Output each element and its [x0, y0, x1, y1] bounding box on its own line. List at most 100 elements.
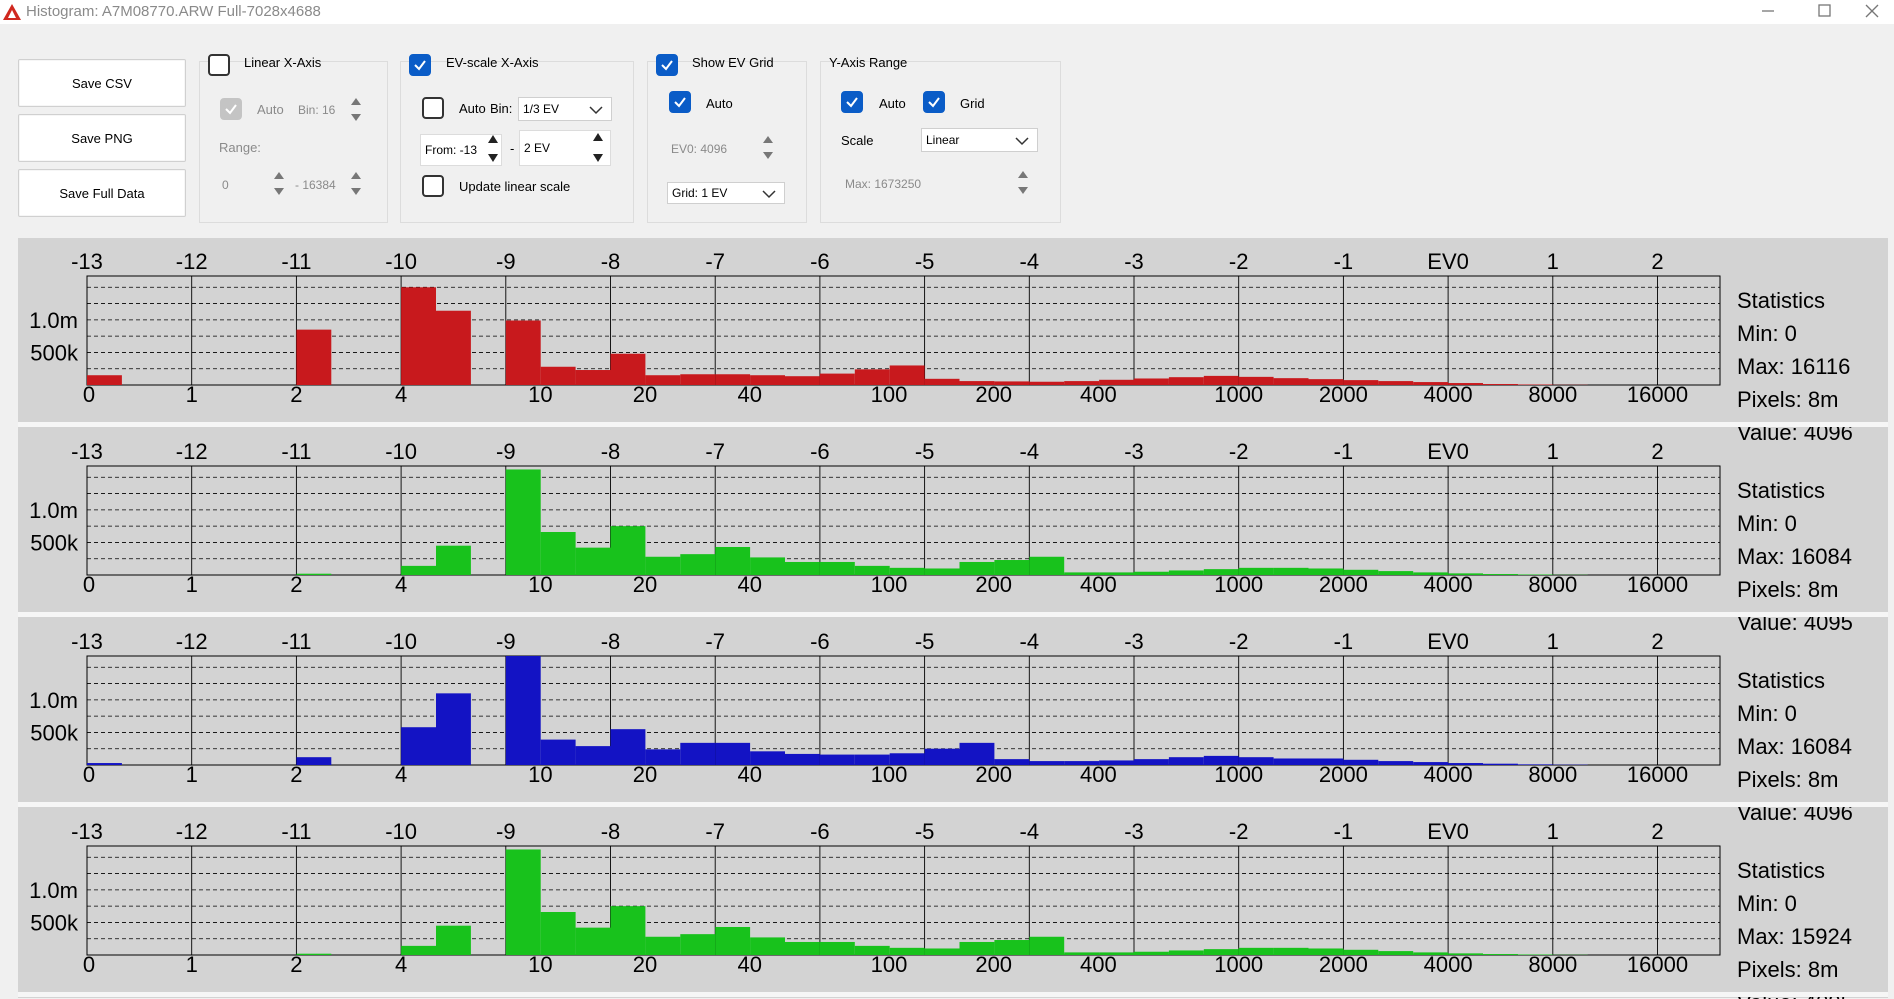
- ev-grid-auto-checkbox[interactable]: [669, 91, 691, 113]
- y-tick-label: 1.0m: [29, 498, 78, 523]
- linear-tick-label: 1: [186, 572, 198, 597]
- ev-tick-label: -2: [1229, 249, 1249, 274]
- ev-tick-label: EV0: [1427, 629, 1469, 654]
- ev-tick-label: -12: [176, 439, 208, 464]
- histogram-bar: [575, 927, 611, 955]
- histogram-panel-green: -13 -12 -11 -10 -9 -8 -7 -6 -5 -4 -3 -2 -1 EV0 1 20 1 2 4 1…: [18, 439, 1888, 635]
- histogram-bar: [575, 370, 611, 385]
- ev-from-spinner[interactable]: [485, 132, 501, 162]
- histogram-bar: [1134, 759, 1169, 765]
- histogram-panel-blue: -13 -12 -11 -10 -9 -8 -7 -6 -5 -4 -3 -2 -1 EV0 1 20 1 2 4 1…: [18, 629, 1888, 825]
- panel-separator: [18, 612, 1888, 617]
- ev-auto-checkbox[interactable]: [422, 97, 444, 119]
- histogram-bar: [1413, 572, 1449, 575]
- y-axis-auto-checkbox[interactable]: [841, 91, 863, 113]
- ev-tick-label: -4: [1020, 439, 1040, 464]
- histogram-bar: [924, 948, 960, 955]
- histogram-bar: [610, 526, 646, 575]
- histogram-bar: [1308, 568, 1344, 575]
- save-csv-button[interactable]: Save CSV: [18, 59, 186, 107]
- histogram-bar: [1448, 383, 1483, 385]
- histogram-bar: [1378, 761, 1414, 765]
- y-axis-scale-dropdown[interactable]: Linear: [921, 128, 1038, 152]
- histogram-panel-red: -13 -12 -11 -10 -9 -8 -7 -6 -5 -4 -3 -2 -1 EV0 1 20 1 2 4 1…: [18, 249, 1888, 445]
- linear-tick-label: 2000: [1319, 382, 1368, 407]
- linear-tick-label: 200: [975, 382, 1012, 407]
- histogram-bar: [1483, 384, 1518, 385]
- y-axis-grid-label: Grid: [960, 96, 985, 111]
- histogram-bar: [1064, 761, 1100, 765]
- maximize-icon[interactable]: [1802, 0, 1846, 22]
- ev-tick-label: -6: [810, 249, 830, 274]
- statistics-line: Min: 0: [1737, 321, 1797, 346]
- y-axis-grid-checkbox[interactable]: [923, 91, 945, 113]
- histogram-bar: [750, 937, 785, 955]
- ev-tick-label: 2: [1651, 439, 1663, 464]
- ev-tick-label: -1: [1334, 439, 1354, 464]
- histogram-bar: [1238, 757, 1274, 765]
- show-ev-grid-checkbox[interactable]: [656, 54, 678, 76]
- histogram-bar: [1099, 760, 1134, 765]
- ev-grid-step-dropdown[interactable]: Grid: 1 EV: [667, 182, 785, 204]
- ev-to-spinner[interactable]: [590, 130, 606, 162]
- histogram-bar: [540, 532, 576, 575]
- histogram-area: -13 -12 -11 -10 -9 -8 -7 -6 -5 -4 -3 -2 -1 EV0 1 2 0 1 2 4 1…: [18, 238, 1888, 999]
- statistics-title: Statistics: [1737, 288, 1825, 313]
- update-linear-scale-checkbox[interactable]: [422, 175, 444, 197]
- ev-tick-label: -9: [496, 629, 516, 654]
- linear-tick-label: 40: [738, 382, 762, 407]
- ev-tick-label: -7: [705, 439, 725, 464]
- ev-tick-label: -12: [176, 249, 208, 274]
- histogram-bar: [924, 748, 960, 765]
- linear-tick-label: 400: [1080, 382, 1117, 407]
- panel-separator: [18, 802, 1888, 807]
- ev-tick-label: -1: [1334, 249, 1354, 274]
- histogram-bar: [889, 753, 925, 765]
- histogram-bar: [1343, 759, 1379, 765]
- histogram-bar: [296, 329, 332, 385]
- save-full-data-button[interactable]: Save Full Data: [18, 169, 186, 217]
- linear-x-axis-label: Linear X-Axis: [244, 55, 322, 70]
- histogram-bar: [645, 936, 681, 955]
- ev-tick-label: -4: [1020, 249, 1040, 274]
- linear-tick-label: 400: [1080, 572, 1117, 597]
- histogram-panel-green: -13 -12 -11 -10 -9 -8 -7 -6 -5 -4 -3 -2 -1 EV0 1 20 1 2 4 1…: [18, 819, 1888, 999]
- linear-tick-label: 100: [871, 952, 908, 977]
- y-axis-max-spinner: [1015, 168, 1031, 198]
- save-png-button[interactable]: Save PNG: [18, 114, 186, 162]
- ev-from-field[interactable]: From: -13: [420, 134, 502, 166]
- histogram-bar: [610, 729, 646, 765]
- histogram-bar: [505, 656, 541, 765]
- ev0-field: EV0: 4096: [671, 142, 728, 156]
- histogram-bar: [436, 310, 471, 385]
- ev-tick-label: 2: [1651, 249, 1663, 274]
- histogram-bar: [1517, 954, 1553, 955]
- ev-bin-dropdown[interactable]: 1/3 EV: [518, 97, 612, 121]
- close-icon[interactable]: [1850, 0, 1894, 22]
- histogram-bar: [715, 742, 751, 765]
- y-tick-label: 500k: [30, 340, 79, 365]
- histogram-bar: [296, 953, 332, 955]
- statistics-line: Pixels: 8m: [1737, 577, 1838, 602]
- ev-grid-auto-label: Auto: [706, 96, 733, 111]
- histogram-bar: [1343, 380, 1379, 385]
- histogram-bar: [1168, 377, 1204, 385]
- histogram-bar: [1099, 572, 1134, 575]
- histogram-bar: [1238, 567, 1274, 575]
- ev-to-field[interactable]: 2 EV: [519, 130, 611, 166]
- linear-x-axis-checkbox[interactable]: [208, 54, 230, 76]
- show-ev-grid-label: Show EV Grid: [692, 55, 774, 70]
- histogram-bar: [785, 753, 820, 765]
- ev-tick-label: -9: [496, 439, 516, 464]
- ev-tick-label: -8: [601, 439, 621, 464]
- linear-tick-label: 20: [633, 382, 657, 407]
- linear-range-label: Range:: [219, 140, 261, 155]
- histogram-bar: [1273, 567, 1309, 575]
- ev-x-axis-checkbox[interactable]: [409, 54, 431, 76]
- linear-tick-label: 4000: [1424, 762, 1473, 787]
- statistics-title: Statistics: [1737, 478, 1825, 503]
- minimize-icon[interactable]: [1746, 0, 1790, 22]
- histogram-bar: [1238, 947, 1274, 955]
- linear-tick-label: 16000: [1627, 382, 1688, 407]
- statistics-line: Pixels: 8m: [1737, 387, 1838, 412]
